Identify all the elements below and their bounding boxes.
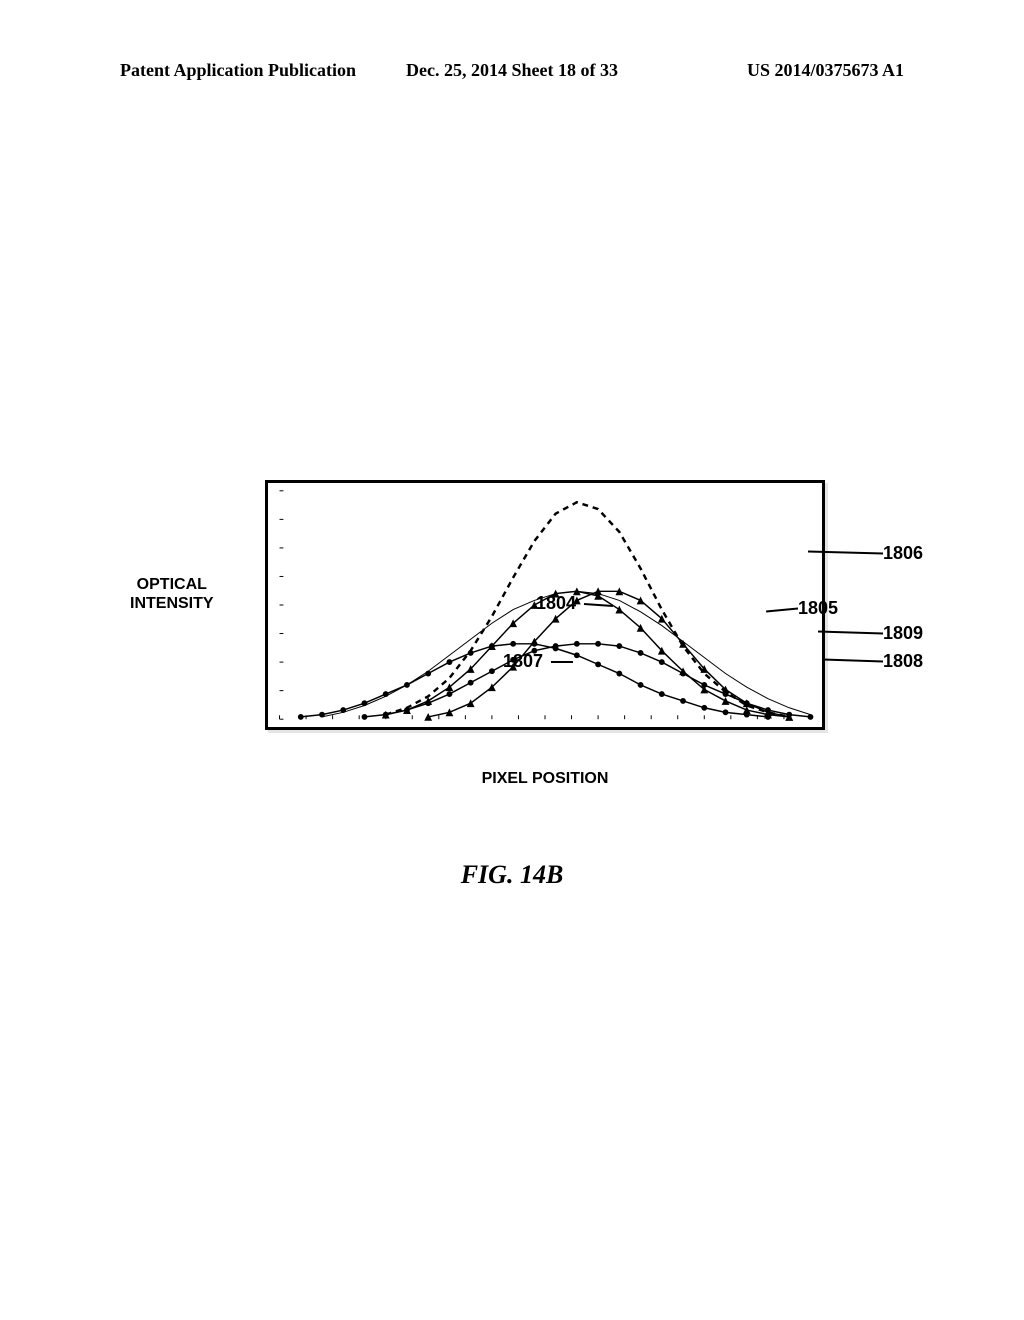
chart-area: OPTICAL INTENSITY 1806180418051809180718… — [140, 480, 860, 760]
marker-circle — [786, 712, 792, 718]
marker-circle — [468, 680, 474, 686]
marker-circle — [680, 698, 686, 704]
marker-circle — [595, 641, 601, 647]
marker-circle — [298, 714, 304, 720]
series-1806 — [386, 502, 790, 717]
marker-circle — [404, 707, 410, 713]
header-left: Patent Application Publication — [120, 60, 381, 81]
marker-circle — [659, 691, 665, 697]
marker-circle — [383, 712, 389, 718]
marker-circle — [489, 643, 495, 649]
annotation-1804: 1804 — [536, 593, 576, 614]
marker-circle — [680, 671, 686, 677]
y-axis-text: OPTICAL INTENSITY — [130, 576, 214, 612]
marker-circle — [510, 641, 516, 647]
marker-circle — [723, 709, 729, 715]
marker-circle — [638, 650, 644, 656]
page-header: Patent Application Publication Dec. 25, … — [0, 60, 1024, 81]
marker-triangle — [637, 597, 645, 605]
marker-circle — [744, 700, 750, 706]
marker-circle — [808, 714, 814, 720]
y-axis-label: OPTICAL INTENSITY — [130, 575, 214, 613]
annotation-1806: 1806 — [883, 543, 923, 564]
figure-label: FIG. 14B — [461, 860, 564, 890]
marker-circle — [447, 659, 453, 665]
marker-triangle — [722, 697, 730, 705]
marker-circle — [531, 641, 537, 647]
header-right: US 2014/0375673 A1 — [643, 60, 904, 81]
marker-circle — [468, 650, 474, 656]
annotation-1807: 1807 — [503, 651, 543, 672]
annotation-1805: 1805 — [798, 598, 838, 619]
chart-container: 180618041805180918071808 — [265, 480, 825, 730]
marker-circle — [701, 705, 707, 711]
marker-circle — [574, 652, 580, 658]
marker-circle — [723, 691, 729, 697]
marker-circle — [765, 707, 771, 713]
marker-circle — [425, 700, 431, 706]
marker-circle — [765, 714, 771, 720]
marker-triangle — [615, 606, 623, 614]
marker-circle — [616, 671, 622, 677]
marker-circle — [489, 668, 495, 674]
series-1804 — [386, 591, 790, 717]
annotation-leader — [818, 631, 883, 634]
x-axis-label: PIXEL POSITION — [482, 770, 609, 788]
annotation-1808: 1808 — [883, 651, 923, 672]
marker-circle — [574, 641, 580, 647]
marker-circle — [638, 682, 644, 688]
annotation-1809: 1809 — [883, 623, 923, 644]
annotation-leader — [551, 661, 573, 663]
marker-circle — [553, 643, 559, 649]
marker-circle — [447, 691, 453, 697]
marker-circle — [744, 712, 750, 718]
marker-circle — [616, 643, 622, 649]
annotation-leader — [823, 659, 883, 662]
marker-circle — [701, 682, 707, 688]
marker-circle — [595, 661, 601, 667]
header-center: Dec. 25, 2014 Sheet 18 of 33 — [381, 60, 642, 81]
marker-circle — [362, 714, 368, 720]
marker-circle — [659, 659, 665, 665]
